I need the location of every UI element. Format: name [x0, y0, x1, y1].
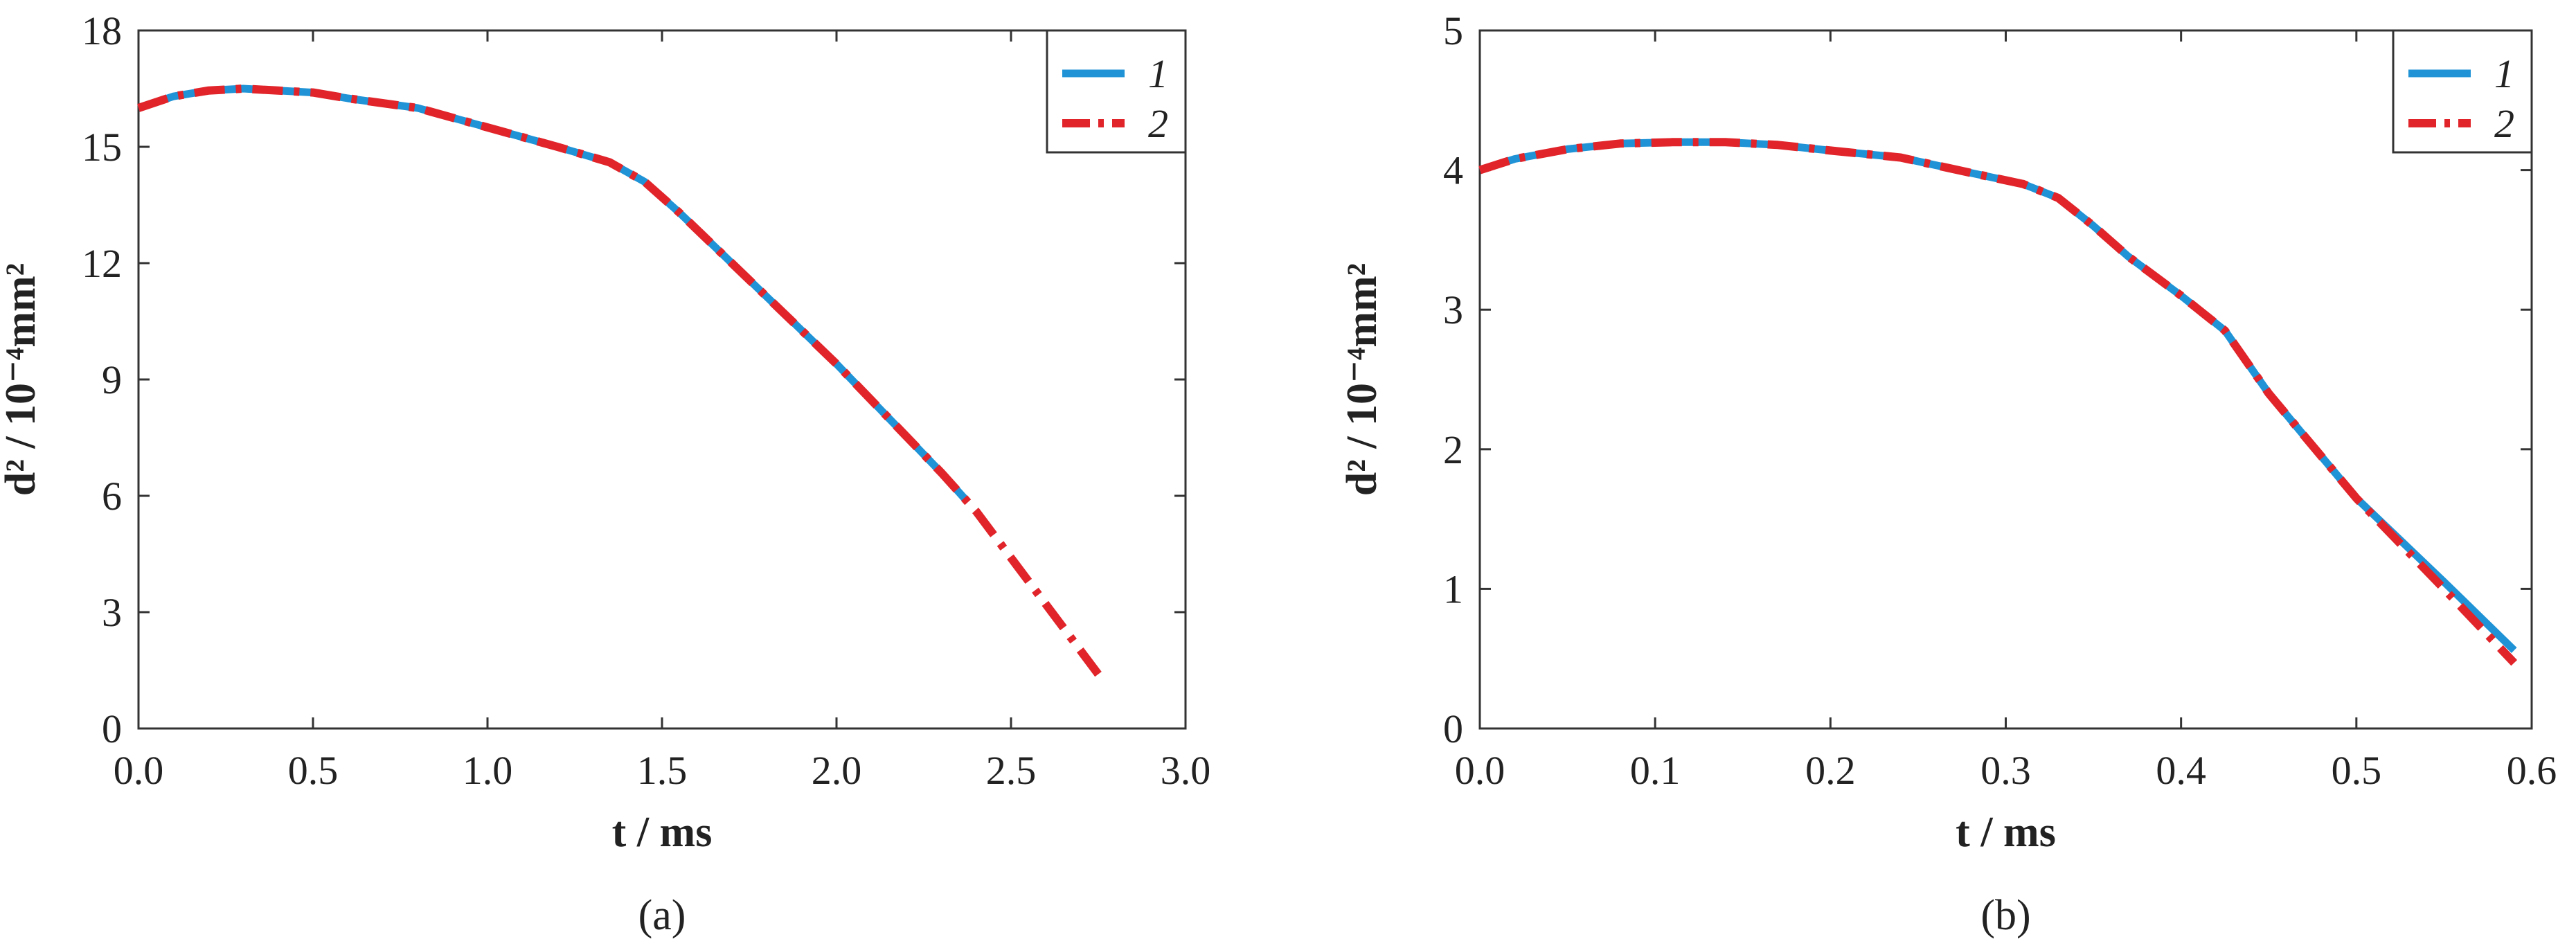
panel-a-x-tick-label: 2.0	[812, 748, 862, 793]
panel-a-y-tick-label: 18	[82, 8, 122, 53]
panel-b-series-2-line	[1478, 138, 2518, 666]
panel-b-y-tick-label: 5	[1443, 8, 1463, 53]
panel-a-y-tick-label: 9	[102, 357, 122, 402]
panel-a-x-tick-label: 2.5	[986, 748, 1037, 793]
panel-b-caption: (b)	[1980, 892, 2030, 939]
panel-a-series-2-line	[137, 84, 1102, 677]
panel-a-legend-box	[1046, 29, 1187, 154]
panel-b-chart: 0.0 0.1 0.2 0.3 0.4 0.5 0.6 0 1 2 3 4 5 1 2 t / ms d² / …	[1339, 8, 2557, 939]
panel-b-legend-label-1: 1	[2494, 51, 2514, 96]
panel-b-x-tick-label: 0.2	[1805, 748, 1856, 793]
panel-b-y-tick-label: 3	[1443, 287, 1463, 332]
panel-b-x-tick-label: 0.0	[1455, 748, 1505, 793]
panel-a-x-tick-label: 1.0	[463, 748, 513, 793]
panel-a-x-tick-label: 0.0	[114, 748, 164, 793]
panel-a-series-1-line	[137, 84, 969, 503]
panel-b-x-tick-label: 0.6	[2507, 748, 2557, 793]
panel-a-caption: (a)	[638, 892, 686, 939]
panel-a-x-tick-label: 3.0	[1161, 748, 1211, 793]
panel-b-series-1-line	[1478, 138, 2517, 654]
panel-b-y-tick-label: 2	[1443, 427, 1463, 472]
panel-a-legend-label-1: 1	[1148, 51, 1168, 96]
panel-b-x-tick-label: 0.3	[1980, 748, 2031, 793]
panel-a-x-tick-label: 1.5	[637, 748, 688, 793]
panel-b-legend-label-2: 2	[2494, 101, 2514, 146]
panel-a-plot-frame	[137, 29, 1187, 730]
panel-b-plot-frame	[1478, 29, 2533, 730]
panel-b-x-tick-label: 0.4	[2156, 748, 2206, 793]
panel-b-x-axis-label: t / ms	[1956, 809, 2056, 856]
panel-b-x-tick-label: 0.1	[1630, 748, 1681, 793]
panel-a-y-axis-label: d² / 10⁻⁴mm²	[0, 263, 44, 497]
panel-b-legend-box	[2392, 29, 2533, 154]
panel-a-y-tick-label: 0	[102, 706, 122, 751]
panel-a-x-axis-label: t / ms	[612, 809, 713, 856]
panel-b-y-tick-label: 1	[1443, 566, 1463, 611]
panel-a-y-tick-label: 6	[102, 474, 122, 519]
panel-a-y-tick-label: 3	[102, 590, 122, 635]
panel-b-y-tick-label: 0	[1443, 706, 1463, 751]
panel-a-y-tick-label: 15	[82, 125, 122, 170]
panel-b-y-tick-label: 4	[1443, 148, 1463, 193]
panel-b-x-tick-label: 0.5	[2332, 748, 2382, 793]
panel-a-legend-label-2: 2	[1148, 101, 1168, 146]
panel-b-y-axis-label: d² / 10⁻⁴mm²	[1339, 263, 1386, 497]
panel-a-y-tick-label: 12	[82, 241, 122, 286]
panel-a-x-tick-label: 0.5	[288, 748, 339, 793]
